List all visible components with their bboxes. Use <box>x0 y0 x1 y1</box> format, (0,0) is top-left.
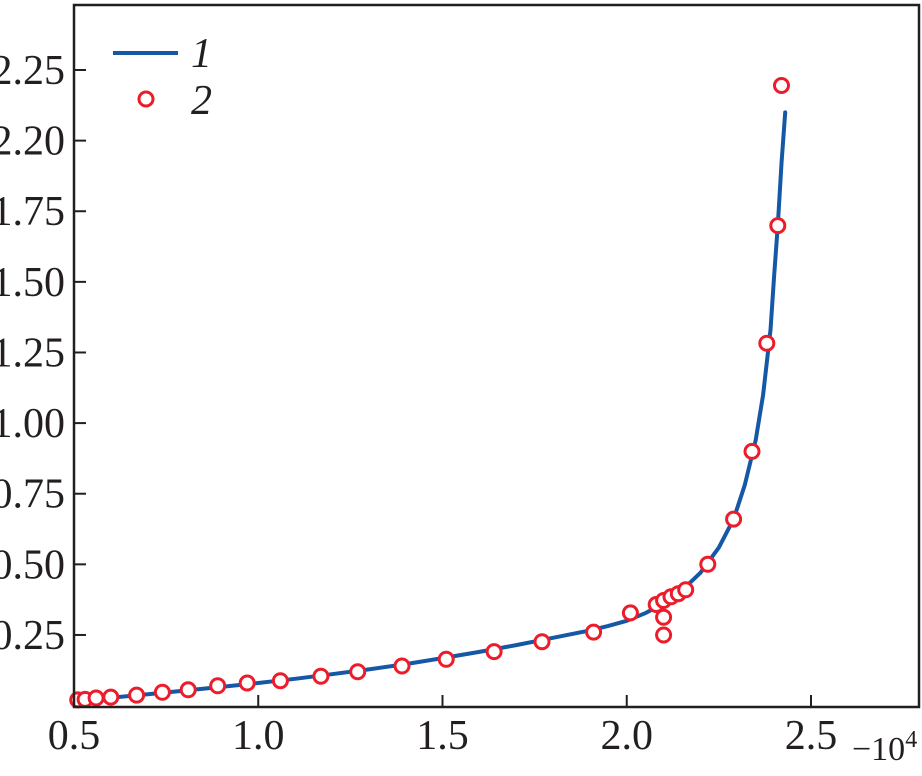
x-axis-unit-exponent: 4 <box>905 727 917 753</box>
data-point <box>485 643 503 661</box>
data-point <box>271 672 289 690</box>
y-axis-tick-label: 0.75 <box>0 472 65 518</box>
data-point <box>238 674 256 692</box>
data-point <box>699 555 717 573</box>
x-axis-tick-label: 0.5 <box>48 713 101 759</box>
data-point <box>677 581 695 599</box>
data-point <box>102 688 120 706</box>
data-point <box>533 633 551 651</box>
y-axis-tick-label: 0.25 <box>0 613 65 659</box>
y-axis-tick-label: 1.50 <box>0 260 65 306</box>
data-point <box>87 689 105 707</box>
legend-item-1-label: 1 <box>191 31 212 77</box>
y-axis-tick-label: 1.25 <box>0 330 65 376</box>
data-point <box>655 626 673 644</box>
data-point <box>312 667 330 685</box>
data-point <box>621 604 639 622</box>
data-point <box>773 77 790 94</box>
data-point <box>758 334 776 352</box>
plot-frame <box>72 3 921 709</box>
series-layer <box>69 77 790 709</box>
y-axis-tick-label: 2.20 <box>0 119 65 165</box>
legend-item-2-label: 2 <box>191 78 212 124</box>
x-axis-unit-label: −104 <box>852 727 917 768</box>
data-point <box>743 442 761 460</box>
data-point <box>725 510 743 528</box>
legend-marker-sample <box>137 90 155 108</box>
y-axis-tick-label: 1.75 <box>0 189 65 235</box>
data-point <box>349 663 367 681</box>
y-axis-tick-label: 0.50 <box>0 542 65 588</box>
data-point <box>128 686 146 704</box>
x-axis-unit-base: −10 <box>852 731 905 768</box>
data-point <box>153 683 171 701</box>
x-axis-tick-label: 2.5 <box>785 713 838 759</box>
data-point <box>655 608 673 626</box>
x-axis-tick-label: 2.0 <box>600 713 653 759</box>
x-axis-tick-label: 1.0 <box>232 713 285 759</box>
x-axis-tick-label: 1.5 <box>416 713 469 759</box>
data-point <box>769 217 787 235</box>
y-axis-tick-label: 1.00 <box>0 401 65 447</box>
data-point <box>437 650 455 668</box>
axes-layer: 0.5 1.0 1.5 2.0 2.5 0.25 0.50 0.75 1.00 1.25 1.50 1… <box>0 48 837 759</box>
data-point <box>209 677 227 695</box>
data-point <box>179 681 197 699</box>
legend: 1 2 <box>113 31 212 124</box>
data-point <box>393 657 411 675</box>
data-curve <box>72 110 788 703</box>
data-point <box>585 623 603 641</box>
y-axis-tick-label: 2.25 <box>0 48 65 94</box>
